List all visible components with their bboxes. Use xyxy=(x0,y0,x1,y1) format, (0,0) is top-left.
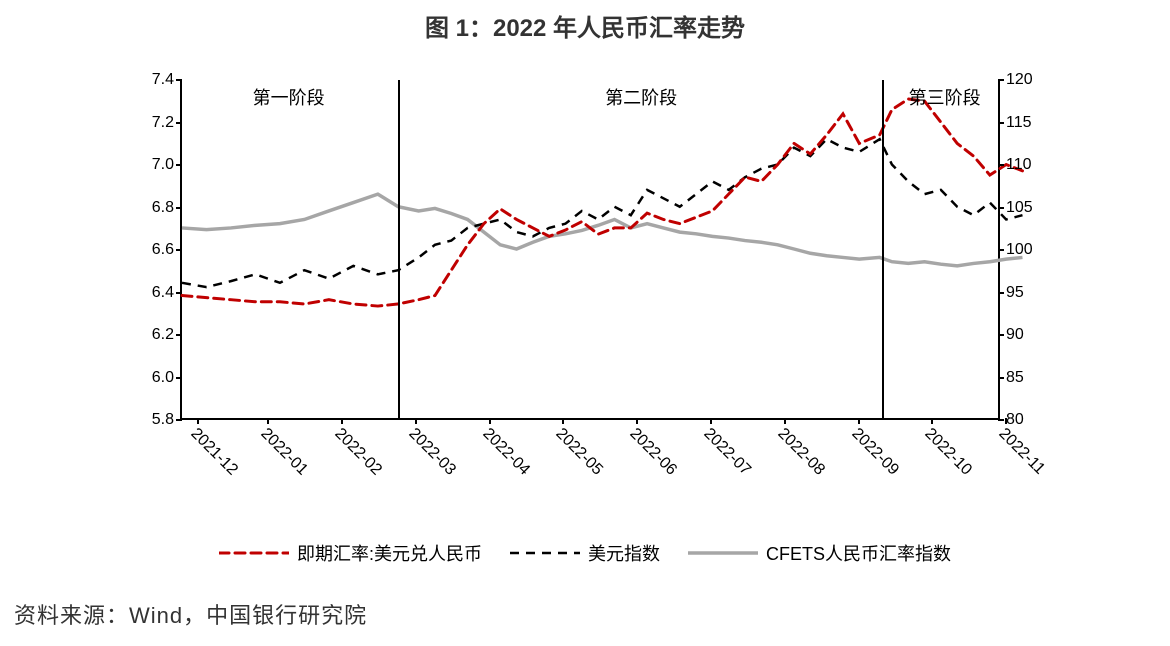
x-tick-mark xyxy=(858,418,860,424)
legend-item: 即期汇率:美元兑人民币 xyxy=(219,540,482,566)
y-right-tick-mark xyxy=(998,419,1004,421)
y-left-tick-mark xyxy=(176,207,182,209)
x-tick-mark xyxy=(636,418,638,424)
x-tick-mark xyxy=(710,418,712,424)
legend-swatch xyxy=(219,543,289,563)
x-tick-label: 2022-01 xyxy=(257,425,311,479)
y-left-tick-mark xyxy=(176,292,182,294)
phase-divider xyxy=(882,80,884,418)
series-line xyxy=(182,139,1022,287)
legend-item: CFETS人民币汇率指数 xyxy=(688,540,951,566)
chart-container: 5.86.06.26.46.66.87.07.27.48085909510010… xyxy=(140,60,1040,440)
x-tick-label: 2022-03 xyxy=(404,425,458,479)
legend-label: CFETS人民币汇率指数 xyxy=(766,540,951,566)
y-left-tick-mark xyxy=(176,79,182,81)
plot-area: 5.86.06.26.46.66.87.07.27.48085909510010… xyxy=(180,80,1000,420)
y-right-tick-mark xyxy=(998,249,1004,251)
y-left-tick-mark xyxy=(176,377,182,379)
phase-divider xyxy=(398,80,400,418)
x-tick-mark xyxy=(784,418,786,424)
legend-item: 美元指数 xyxy=(510,540,660,566)
x-tick-label: 2022-05 xyxy=(552,425,606,479)
phase-label: 第三阶段 xyxy=(909,84,981,110)
y-right-tick-mark xyxy=(998,164,1004,166)
y-left-tick-mark xyxy=(176,164,182,166)
x-tick-label: 2022-09 xyxy=(847,425,901,479)
source-text: 资料来源：Wind，中国银行研究院 xyxy=(14,598,367,630)
series-line xyxy=(182,194,1022,266)
x-tick-mark xyxy=(415,418,417,424)
x-tick-mark xyxy=(562,418,564,424)
x-tick-label: 2022-07 xyxy=(700,425,754,479)
y-right-tick-mark xyxy=(998,377,1004,379)
x-tick-mark xyxy=(931,418,933,424)
x-tick-label: 2022-08 xyxy=(773,425,827,479)
y-left-tick-mark xyxy=(176,334,182,336)
phase-label: 第二阶段 xyxy=(605,84,677,110)
x-tick-label: 2021-12 xyxy=(187,425,241,479)
legend-swatch xyxy=(688,543,758,563)
chart-lines xyxy=(182,80,998,418)
y-left-tick-mark xyxy=(176,122,182,124)
y-right-tick-mark xyxy=(998,292,1004,294)
legend-swatch xyxy=(510,543,580,563)
y-left-tick-mark xyxy=(176,419,182,421)
x-tick-label: 2022-02 xyxy=(331,425,385,479)
x-tick-mark xyxy=(489,418,491,424)
legend: 即期汇率:美元兑人民币 美元指数 CFETS人民币汇率指数 xyxy=(0,540,1170,568)
x-tick-mark xyxy=(197,418,199,424)
phase-label: 第一阶段 xyxy=(253,84,325,110)
x-tick-mark xyxy=(1005,418,1007,424)
y-right-tick-mark xyxy=(998,122,1004,124)
x-tick-mark xyxy=(341,418,343,424)
y-left-tick-mark xyxy=(176,249,182,251)
legend-label: 即期汇率:美元兑人民币 xyxy=(297,540,482,566)
x-tick-label: 2022-11 xyxy=(995,425,1048,478)
legend-label: 美元指数 xyxy=(588,540,660,566)
y-right-tick-mark xyxy=(998,334,1004,336)
x-tick-label: 2022-10 xyxy=(921,425,975,479)
x-tick-label: 2022-04 xyxy=(478,425,532,479)
chart-title: 图 1：2022 年人民币汇率走势 xyxy=(0,0,1170,43)
x-tick-label: 2022-06 xyxy=(626,425,680,479)
x-tick-mark xyxy=(267,418,269,424)
series-line xyxy=(182,99,1022,306)
y-right-tick-mark xyxy=(998,79,1004,81)
y-right-tick-mark xyxy=(998,207,1004,209)
